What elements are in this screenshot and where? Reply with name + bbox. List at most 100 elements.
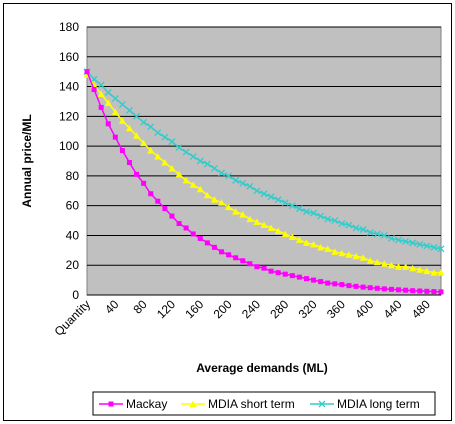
data-point — [203, 191, 211, 199]
data-point — [317, 212, 325, 220]
data-point — [424, 288, 430, 294]
data-point — [183, 225, 189, 231]
data-point — [168, 138, 176, 146]
data-point — [119, 148, 125, 154]
data-point — [311, 277, 317, 283]
data-point — [318, 279, 324, 285]
legend-label: Mackay — [126, 397, 167, 411]
data-point — [281, 199, 289, 207]
y-tick-label: 40 — [66, 228, 80, 242]
data-point — [232, 208, 240, 215]
x-tick-label: 160 — [182, 297, 206, 321]
data-point — [303, 276, 309, 282]
data-point — [395, 236, 402, 244]
data-point — [154, 153, 162, 160]
data-point — [267, 224, 275, 231]
data-point — [373, 230, 381, 238]
legend-items: Mackay MDIA short term MDIA long term — [99, 397, 420, 411]
data-point — [288, 202, 296, 210]
data-point — [155, 198, 161, 204]
x-tick-label: 280 — [267, 297, 291, 321]
data-point — [196, 157, 204, 165]
y-tick-label: 60 — [66, 199, 80, 213]
data-point — [345, 221, 353, 229]
data-point — [147, 147, 155, 154]
data-point — [339, 282, 345, 288]
data-point — [410, 288, 416, 294]
data-point — [396, 287, 402, 293]
data-point — [288, 233, 296, 240]
y-tick-label: 80 — [66, 169, 80, 183]
data-point — [104, 89, 112, 96]
data-point — [345, 251, 353, 258]
x-tick-label: 440 — [381, 297, 405, 321]
x-axis-title: Average demands (ML) — [196, 361, 328, 375]
data-point — [317, 243, 325, 251]
data-point — [218, 169, 225, 177]
data-point — [175, 144, 183, 152]
data-point — [211, 244, 217, 250]
data-point — [360, 284, 366, 290]
data-point — [332, 281, 338, 287]
data-point — [302, 239, 310, 246]
data-point — [210, 164, 218, 172]
data-point — [197, 235, 203, 241]
data-point — [417, 288, 423, 294]
data-point — [134, 171, 140, 177]
data-point — [367, 285, 373, 291]
data-point — [380, 231, 388, 239]
x-tick-label: 320 — [296, 297, 320, 321]
legend-marker — [189, 400, 197, 407]
data-point — [240, 258, 246, 264]
data-point — [437, 269, 445, 276]
data-point — [430, 243, 438, 251]
data-point — [325, 280, 331, 286]
x-tick-label: 480 — [409, 297, 433, 321]
data-point — [268, 268, 274, 274]
data-point — [374, 285, 380, 291]
legend-label: MDIA long term — [337, 397, 420, 411]
data-point — [140, 118, 148, 126]
data-point — [161, 133, 169, 141]
data-point — [233, 255, 239, 261]
data-point — [310, 209, 318, 217]
data-point — [338, 220, 346, 227]
data-point — [282, 271, 288, 277]
data-point — [148, 191, 154, 197]
legend-box — [92, 391, 436, 416]
data-point — [175, 170, 183, 178]
y-tick-label: 180 — [59, 20, 79, 34]
data-point — [310, 240, 318, 248]
data-point — [331, 217, 339, 225]
data-point — [133, 132, 141, 139]
data-point — [239, 211, 247, 218]
data-point — [260, 221, 268, 229]
data-point — [423, 242, 431, 250]
data-point — [147, 123, 155, 131]
series-layer — [83, 68, 445, 295]
y-tick-label: 100 — [59, 139, 79, 153]
legend-item: MDIA short term — [181, 397, 295, 411]
data-point — [303, 208, 310, 216]
data-point — [161, 158, 169, 166]
data-point — [232, 176, 240, 184]
data-point — [388, 286, 394, 292]
data-point — [219, 249, 225, 255]
data-point — [387, 261, 395, 269]
data-point — [267, 193, 275, 201]
data-point — [366, 257, 374, 264]
x-tick-label: 120 — [154, 297, 178, 321]
data-point — [437, 245, 445, 253]
data-point — [204, 240, 210, 246]
data-point — [84, 69, 90, 75]
x-tick-label: 40 — [102, 297, 122, 317]
data-point — [190, 231, 196, 237]
legend-item: Mackay — [99, 397, 167, 411]
plot-area — [86, 26, 442, 296]
data-point — [104, 99, 112, 106]
data-point — [253, 218, 261, 226]
data-point — [274, 196, 282, 204]
y-axis-title: Annual price/ML — [20, 114, 34, 207]
data-point — [105, 121, 111, 127]
data-point — [359, 254, 367, 261]
